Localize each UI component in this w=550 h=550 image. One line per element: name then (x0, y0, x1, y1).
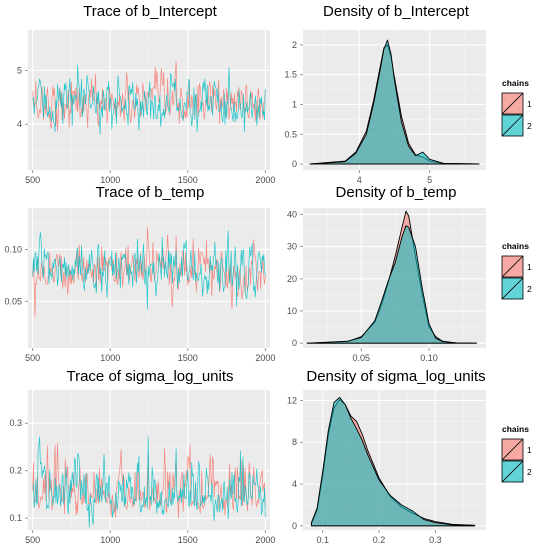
y-tick-label: 0.5 (284, 129, 297, 139)
x-tick-label: 1500 (178, 175, 198, 185)
legend-key-slash (501, 277, 524, 300)
x-tick-label: 0.3 (429, 535, 442, 545)
legend-label: 1 (527, 445, 532, 455)
trace-line-chain-1 (32, 61, 266, 132)
y-tick-label: 40 (287, 209, 297, 219)
x-tick-label: 1000 (100, 175, 120, 185)
y-tick-label: 0 (292, 521, 297, 531)
x-tick-label: 2000 (255, 175, 275, 185)
legend-label: 1 (527, 99, 532, 109)
y-tick-label: 30 (287, 242, 297, 252)
density-area-chain-2 (310, 396, 476, 527)
plot-area (306, 210, 477, 344)
trace-line-chain-2 (32, 230, 266, 310)
y-tick-label: 0.05 (4, 296, 22, 306)
x-tick-label: 0.1 (316, 535, 329, 545)
y-tick-label: 0 (292, 338, 297, 348)
x-tick-label: 2000 (255, 353, 275, 363)
legend-2: chains 1 2 (501, 241, 532, 300)
legend-key-slash (501, 92, 524, 115)
chart-panel-6: Density of sigma_log_units 0.1 0.2 0.3 0 4 8 12 (287, 368, 486, 545)
x-tick-label: 500 (25, 175, 40, 185)
legend-3: chains 1 2 (501, 424, 532, 483)
y-tick-label: 1 (292, 99, 297, 109)
chart-panel-5: Trace of sigma_log_units 500 1000 1500 2000 0… (9, 368, 275, 545)
y-tick-label: 2 (292, 40, 297, 50)
legend-key-slash (501, 438, 524, 461)
chart-title: Trace of b_temp (96, 184, 205, 201)
x-tick-label: 1000 (100, 353, 120, 363)
legend-1: chains 1 2 (501, 78, 532, 137)
x-tick-label: 5 (427, 175, 432, 185)
y-tick-label: 0.10 (4, 244, 22, 254)
legend-label: 2 (527, 121, 532, 131)
x-tick-label: 500 (25, 535, 40, 545)
legend-title: chains (502, 241, 529, 251)
x-tick-label: 0.05 (353, 353, 371, 363)
y-tick-label: 0.1 (9, 513, 22, 523)
x-tick-label: 1500 (178, 535, 198, 545)
x-tick-label: 1000 (100, 535, 120, 545)
density-area-chain-2 (306, 225, 477, 344)
legend-key-slash (501, 114, 524, 137)
y-tick-label: 10 (287, 306, 297, 316)
trace-line-chain-2 (32, 436, 266, 528)
legend-title: chains (502, 78, 529, 88)
y-tick-label: 5 (17, 65, 22, 75)
chart-title: Trace of b_Intercept (83, 3, 218, 20)
y-tick-label: 4 (292, 479, 297, 489)
x-tick-label: 500 (25, 353, 40, 363)
plot-area (32, 226, 266, 318)
plot-area (32, 61, 266, 135)
legend-label: 2 (527, 467, 532, 477)
legend-key-slash (501, 460, 524, 483)
trace-line-chain-2 (32, 64, 266, 135)
plot-area (32, 436, 266, 528)
chart-panel-1: Trace of b_Intercept 500 1000 1500 2000 4 5 (17, 3, 275, 185)
y-tick-label: 8 (292, 437, 297, 447)
legend-label: 1 (527, 262, 532, 272)
x-tick-label: 2000 (255, 535, 275, 545)
x-tick-label: 1500 (178, 353, 198, 363)
chart-panel-2: Density of b_Intercept 4 5 0 0.5 1 1.5 2 (284, 3, 486, 185)
chart-title: Density of b_temp (336, 184, 457, 201)
legend-label: 2 (527, 284, 532, 294)
density-area-chain-2 (309, 39, 480, 165)
y-tick-label: 12 (287, 395, 297, 405)
y-tick-label: 20 (287, 274, 297, 284)
x-tick-label: 4 (357, 175, 362, 185)
legend-title: chains (502, 424, 529, 434)
chart-title: Density of sigma_log_units (306, 368, 485, 385)
plot-area (310, 396, 476, 527)
x-tick-label: 0.10 (420, 353, 438, 363)
y-tick-label: 1.5 (284, 70, 297, 80)
y-tick-label: 0.2 (9, 466, 22, 476)
plot-area (309, 39, 480, 165)
chart-panel-4: Density of b_temp 0.05 0.10 0 10 20 30 40 (287, 184, 486, 363)
y-tick-label: 4 (17, 119, 22, 129)
y-tick-label: 0 (292, 159, 297, 169)
y-tick-label: 0.3 (9, 418, 22, 428)
chart-title: Trace of sigma_log_units (66, 368, 233, 385)
chart-title: Density of b_Intercept (323, 3, 470, 20)
x-tick-label: 0.2 (373, 535, 386, 545)
legend-key-slash (501, 255, 524, 278)
chart-panel-3: Trace of b_temp 500 1000 1500 2000 0.05 0.10 (4, 184, 275, 363)
